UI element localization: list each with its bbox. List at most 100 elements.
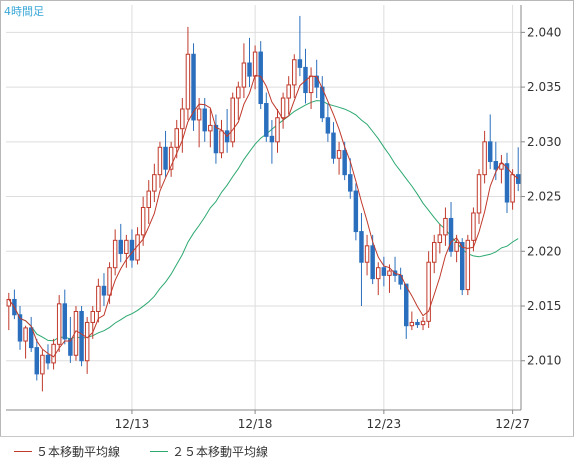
candle-body (79, 310, 84, 362)
candle-body (275, 117, 280, 143)
ma5-path (8, 74, 519, 358)
candle-body (308, 75, 314, 94)
candle-body (415, 321, 420, 326)
candle-body (426, 261, 431, 322)
candle-body (241, 62, 247, 88)
candle-body (465, 239, 471, 291)
candle-body (443, 217, 448, 236)
candle (196, 98, 202, 148)
x-tick-label: 12/23 (367, 417, 402, 431)
candle (101, 273, 107, 307)
candle-body (359, 231, 364, 263)
candle (17, 306, 23, 350)
candle-body (459, 242, 465, 291)
y-tick-label: 2.025 (527, 190, 561, 204)
candle-body (515, 174, 521, 184)
candle (90, 306, 96, 339)
candle-body (129, 239, 135, 261)
candle (236, 81, 241, 120)
candle (146, 180, 151, 224)
candle-body (280, 97, 286, 119)
candle (415, 319, 420, 328)
y-tick-label: 2.015 (527, 299, 561, 313)
candle (34, 338, 40, 381)
candle-body (90, 310, 96, 323)
candle (163, 130, 168, 177)
candle (465, 234, 471, 296)
candle-body (23, 327, 28, 342)
candle-body (163, 146, 168, 170)
legend-item-ma5: ５本移動平均線 (14, 443, 120, 460)
candle-body (68, 338, 73, 356)
candle (420, 316, 426, 331)
candle (112, 229, 118, 276)
candle (404, 283, 409, 339)
candle-body (101, 285, 107, 296)
candle (79, 306, 84, 367)
candle-body (56, 303, 62, 345)
candle (213, 114, 219, 164)
candle (297, 15, 303, 77)
legend-line-ma25 (150, 451, 168, 452)
candle (398, 267, 403, 290)
candle-body (336, 150, 342, 159)
candle-body (34, 347, 40, 375)
candle (202, 98, 207, 142)
candle (269, 119, 275, 164)
candle-body (252, 51, 258, 77)
ma25-line (8, 100, 519, 342)
candle (168, 141, 174, 177)
candle-body (140, 207, 146, 236)
candle (448, 202, 454, 257)
candle (292, 54, 297, 99)
candle-body (454, 242, 459, 252)
candle (45, 344, 51, 370)
candle (376, 262, 381, 296)
candle-body (236, 86, 241, 99)
candle (476, 169, 482, 224)
candle-body (342, 150, 347, 176)
candle (191, 43, 196, 131)
candle (454, 234, 459, 263)
candle (325, 103, 331, 142)
candle-body (146, 190, 151, 209)
candle (40, 349, 45, 392)
candle (471, 207, 476, 252)
candle (409, 311, 415, 331)
candle (185, 26, 191, 120)
candle-body (471, 212, 476, 241)
candle (140, 196, 146, 246)
candle (320, 76, 325, 123)
candle-body (292, 59, 297, 86)
candle (219, 119, 224, 159)
axes: 2.040 2.035 2.030 2.025 2.020 2.015 2.010 12/13… (6, 5, 561, 431)
candle-body (504, 163, 510, 203)
candle (443, 207, 448, 246)
candle (426, 251, 431, 328)
x-tick-label: 12/18 (238, 417, 273, 431)
candle-body (28, 327, 34, 349)
legend-item-ma25: ２５本移動平均線 (150, 443, 268, 460)
candle (56, 295, 62, 352)
candle (241, 43, 247, 99)
candle-body (219, 130, 224, 154)
candle (493, 141, 499, 181)
candle-body (168, 146, 174, 170)
y-tick-label: 2.030 (527, 135, 561, 149)
candle (152, 163, 157, 203)
candle-body (364, 245, 370, 263)
candle (336, 141, 342, 175)
ma25-path (8, 100, 519, 342)
candle (12, 289, 17, 320)
candle-body (62, 303, 68, 340)
candle (174, 119, 179, 159)
candle-body (40, 354, 45, 375)
candle-body (476, 174, 482, 214)
candle-body (213, 124, 219, 154)
candle (247, 37, 252, 88)
candle (303, 48, 308, 104)
candle (208, 108, 213, 148)
candle (6, 292, 12, 331)
candle-body (191, 53, 196, 121)
candle (84, 316, 90, 374)
